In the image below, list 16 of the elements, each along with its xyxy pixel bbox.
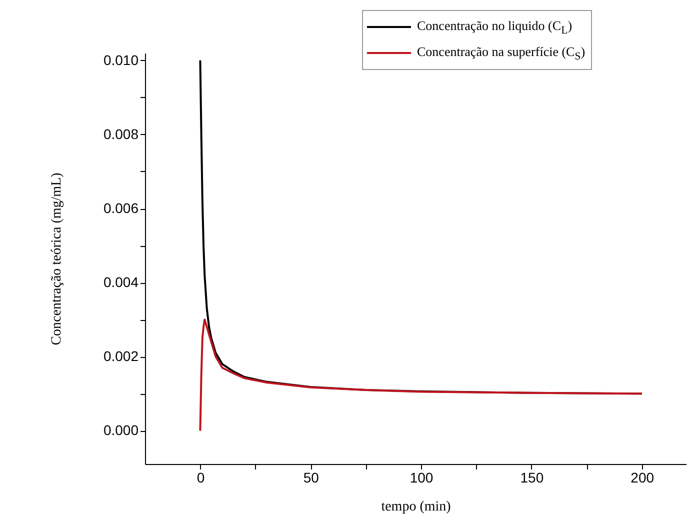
y-tick-label: 0.010 xyxy=(103,52,139,68)
x-tick-label: 50 xyxy=(303,470,320,486)
legend-label: Concentração na superfície (C$_{S}$) xyxy=(417,44,586,62)
y-tick-label: 0.008 xyxy=(103,126,139,142)
y-tick-label: 0.006 xyxy=(103,200,139,216)
y-tick-label: 0.004 xyxy=(103,274,139,290)
y-axis-title: Concentração teórica (mg/mL) xyxy=(49,172,64,346)
y-tick-label: 0.002 xyxy=(103,348,139,364)
x-tick-label: 100 xyxy=(410,470,434,486)
x-tick-label: 0 xyxy=(196,470,205,486)
x-axis-title: tempo (min) xyxy=(381,500,452,514)
y-tick-label: 0.000 xyxy=(103,422,139,438)
x-tick-label: 200 xyxy=(630,470,654,486)
x-tick-label: 150 xyxy=(520,470,544,486)
line-series xyxy=(199,318,643,432)
legend-label: Concentração no liquido (C$_{L}$) xyxy=(417,18,572,36)
